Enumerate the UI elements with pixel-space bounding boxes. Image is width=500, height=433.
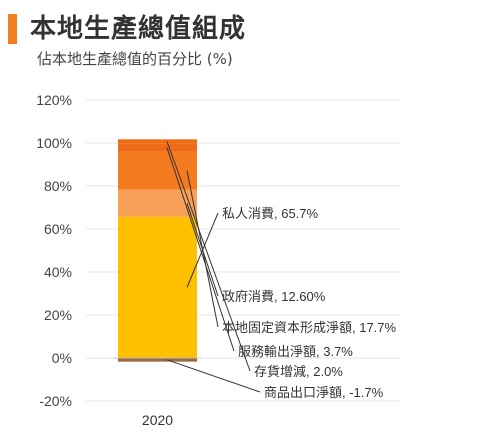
label-leader-line [166, 141, 251, 372]
title-accent-bar [8, 14, 17, 44]
bar-segment-6 [118, 358, 197, 362]
y-tick-label: 100% [36, 135, 72, 151]
y-tick-label: 120% [36, 92, 72, 108]
bar-segment-4 [118, 143, 197, 152]
x-tick-label: 2020 [142, 412, 173, 428]
bar-segment-5 [118, 139, 197, 144]
bar-segment-2 [118, 189, 197, 217]
chart-title: 本地生產總值組成 [30, 14, 247, 44]
chart-subtitle: 佔本地生產總值的百分比 (%) [37, 50, 233, 68]
series-label: 商品出口淨額, -1.7% [264, 385, 384, 400]
y-tick-label: 40% [44, 264, 72, 280]
series-label: 服務輸出淨額, 3.7% [238, 344, 353, 359]
label-leader-line [166, 359, 261, 393]
y-tick-label: 80% [44, 178, 72, 194]
label-leader-line [166, 147, 235, 352]
y-tick-label: 20% [44, 307, 72, 323]
y-tick-label: 60% [44, 221, 72, 237]
series-label: 私人消費, 65.7% [222, 206, 319, 221]
label-leader-line [186, 170, 219, 328]
series-label: 存貨增減, 2.0% [254, 364, 343, 379]
bar-segment-3 [118, 151, 197, 190]
series-label: 本地固定資本形成淨額, 17.7% [222, 320, 397, 335]
bar-segment-1 [118, 216, 197, 358]
series-label: 政府消費, 12.60% [222, 289, 326, 304]
y-tick-label: -20% [39, 393, 72, 409]
y-tick-label: 0% [52, 350, 72, 366]
